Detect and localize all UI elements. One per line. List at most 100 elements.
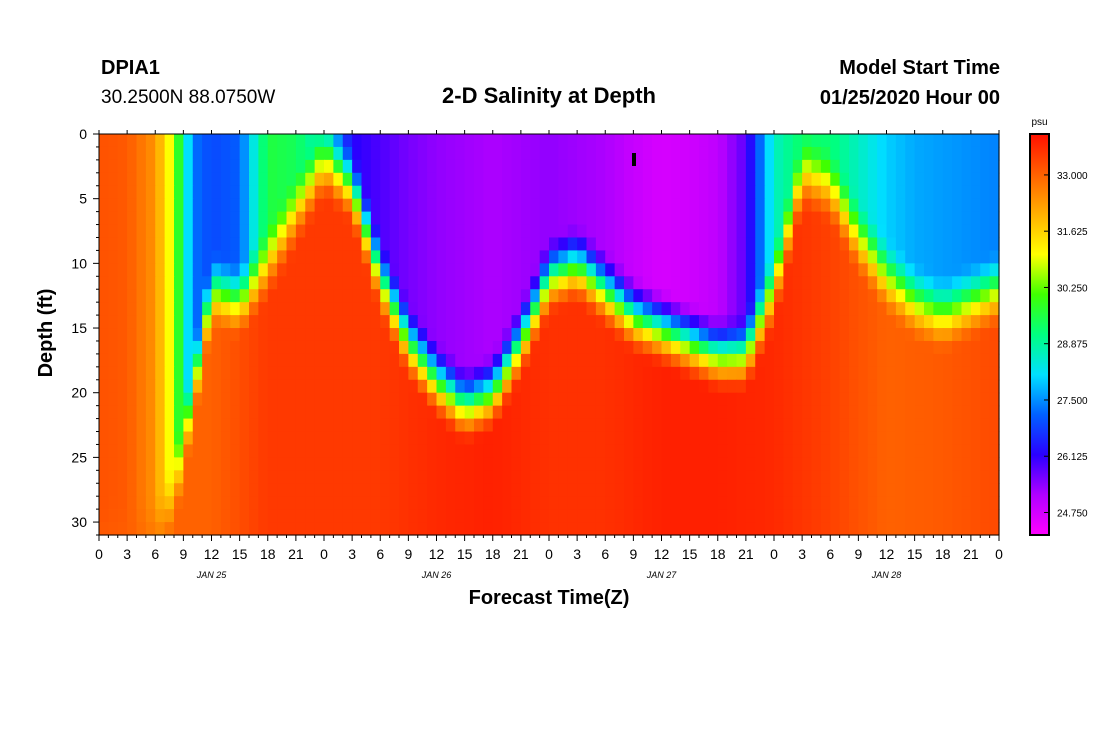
heatmap-cell: [305, 172, 316, 187]
heatmap-cell: [99, 315, 109, 329]
heatmap-cell: [614, 522, 625, 536]
heatmap-cell: [239, 315, 250, 329]
heatmap-cell: [108, 315, 119, 329]
heatmap-cell: [605, 211, 616, 226]
heatmap-cell: [624, 418, 634, 433]
heatmap-cell: [952, 315, 963, 329]
heatmap-cell: [849, 134, 859, 148]
heatmap-cell: [511, 366, 522, 381]
heatmap-cell: [961, 522, 972, 536]
heatmap-cells: [99, 134, 1000, 536]
heatmap-cell: [361, 405, 372, 420]
heatmap-cell: [549, 444, 559, 458]
heatmap-cell: [717, 289, 728, 303]
x-axis: 0 3 6 9 12 15 18 21 0 3 6 9 12 15 18 21 0 3 6 9 12 15 18 21 0 3 6 9…: [95, 130, 1003, 580]
heatmap-cell: [427, 134, 438, 148]
heatmap-cell: [333, 444, 344, 458]
heatmap-cell: [633, 237, 644, 252]
heatmap-cell: [558, 315, 569, 329]
heatmap-cell: [502, 315, 513, 329]
heatmap-cell: [595, 185, 606, 200]
x-tick-label: 0: [545, 546, 553, 562]
heatmap-cell: [680, 470, 691, 484]
heatmap-cell: [670, 444, 681, 458]
heatmap-cell: [895, 483, 906, 497]
heatmap-cell: [108, 263, 119, 277]
heatmap-cell: [370, 379, 381, 394]
heatmap-cell: [970, 237, 981, 252]
heatmap-cell: [277, 237, 288, 252]
heatmap-cell: [267, 159, 278, 174]
heatmap-cell: [380, 328, 391, 342]
heatmap-cell: [352, 405, 363, 420]
heatmap-cell: [492, 457, 503, 471]
heatmap-cell: [267, 289, 278, 303]
heatmap-cell: [277, 340, 288, 355]
heatmap-cell: [539, 185, 550, 200]
heatmap-cell: [895, 237, 906, 252]
heatmap-cell: [670, 263, 681, 277]
heatmap-cell: [830, 366, 841, 381]
heatmap-cell: [324, 431, 334, 446]
heatmap-cell: [970, 315, 981, 329]
heatmap-cell: [127, 392, 138, 407]
heatmap-cell: [333, 366, 344, 381]
heatmap-cell: [652, 457, 663, 471]
heatmap-cell: [970, 405, 981, 420]
heatmap-cell: [511, 522, 522, 536]
heatmap-cell: [699, 405, 709, 420]
heatmap-cell: [586, 418, 597, 433]
heatmap-cell: [858, 522, 869, 536]
heatmap-cell: [661, 457, 672, 471]
heatmap-cell: [230, 263, 241, 277]
heatmap-cell: [895, 431, 906, 446]
heatmap-cell: [145, 172, 156, 187]
heatmap-cell: [483, 134, 494, 148]
day-label: JAN 26: [421, 570, 452, 580]
heatmap-cell: [717, 134, 728, 148]
heatmap-cell: [961, 509, 972, 523]
heatmap-cell: [277, 392, 288, 407]
heatmap-cell: [286, 483, 297, 497]
heatmap-cell: [474, 522, 484, 536]
heatmap-cell: [886, 405, 897, 420]
heatmap-cell: [699, 522, 709, 536]
heatmap-cell: [108, 328, 119, 342]
heatmap-cell: [877, 470, 888, 484]
heatmap-cell: [445, 392, 456, 407]
heatmap-cell: [980, 289, 991, 303]
heatmap-cell: [605, 366, 616, 381]
heatmap-cell: [474, 328, 484, 342]
heatmap-cell: [174, 366, 184, 381]
heatmap-cell: [924, 431, 934, 446]
heatmap-cell: [436, 366, 447, 381]
heatmap-cell: [867, 198, 878, 213]
heatmap-cell: [352, 496, 363, 510]
heatmap-cell: [905, 522, 916, 536]
heatmap-cell: [820, 444, 831, 458]
heatmap-cell: [192, 340, 203, 355]
heatmap-cell: [877, 172, 888, 187]
heatmap-cell: [689, 444, 700, 458]
heatmap-cell: [980, 224, 991, 239]
heatmap-cell: [624, 405, 634, 420]
heatmap-cell: [586, 289, 597, 303]
heatmap-cell: [652, 237, 663, 252]
heatmap-cell: [108, 405, 119, 420]
heatmap-cell: [145, 353, 156, 368]
heatmap-cell: [230, 289, 241, 303]
heatmap-cell: [614, 405, 625, 420]
heatmap-cell: [549, 198, 559, 213]
heatmap-cell: [774, 392, 784, 407]
heatmap-cell: [811, 224, 822, 239]
heatmap-cell: [717, 237, 728, 252]
heatmap-cell: [145, 340, 156, 355]
heatmap-cell: [774, 172, 784, 187]
heatmap-cell: [145, 392, 156, 407]
heatmap-cell: [417, 470, 428, 484]
x-tick-label: 12: [879, 546, 895, 562]
heatmap-cell: [239, 172, 250, 187]
heatmap-cell: [427, 522, 438, 536]
heatmap-cell: [342, 263, 353, 277]
heatmap-cell: [811, 522, 822, 536]
